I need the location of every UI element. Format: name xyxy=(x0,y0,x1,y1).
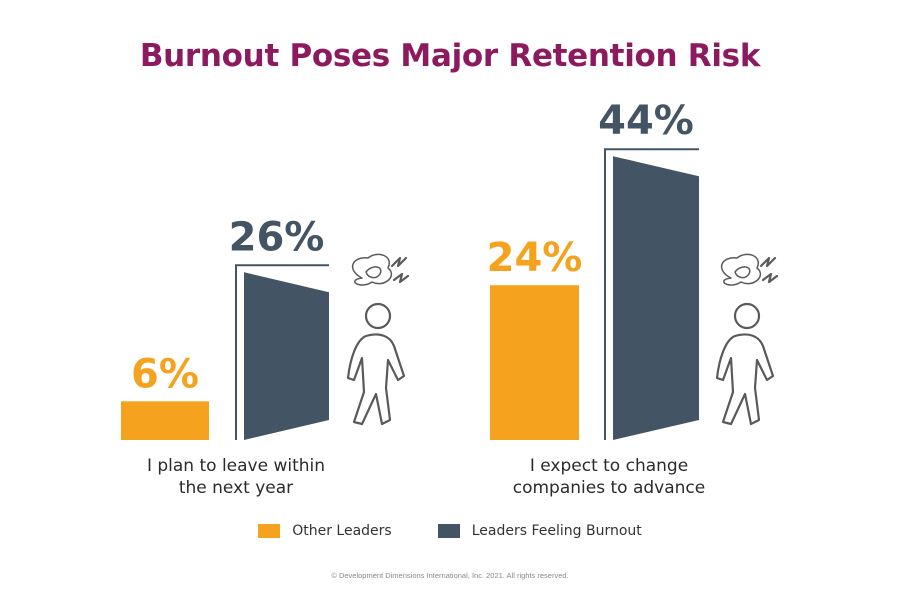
legend-swatch-other-leaders xyxy=(258,524,281,538)
legend-swatch-leaders-burnout xyxy=(437,524,460,538)
bar-other-leaders-2 xyxy=(490,285,579,440)
bar-other-leaders-1 xyxy=(121,401,209,440)
data-label-other-leaders-1: 6% xyxy=(131,351,199,397)
category-label-1-line-1: I plan to leave within xyxy=(146,456,326,476)
category-label-1-line-2: the next year xyxy=(178,478,294,498)
chart-title: Burnout Poses Major Retention Risk xyxy=(139,38,761,74)
bar-leaders-burnout-2 xyxy=(613,156,699,440)
door-frame-1 xyxy=(235,264,329,440)
legend-item-other-leaders: Other Leaders xyxy=(258,523,392,539)
legend-label-other-leaders: Other Leaders xyxy=(292,523,392,539)
legend-label-leaders-burnout: Leaders Feeling Burnout xyxy=(471,523,642,539)
door-frame-2 xyxy=(604,148,699,440)
data-label-leaders-burnout-2: 44% xyxy=(598,98,694,144)
copyright-footer: © Development Dimensions International, … xyxy=(331,571,569,580)
walking-stressed-person-icon xyxy=(346,253,410,426)
bar-leaders-burnout-1 xyxy=(244,272,329,440)
category-label-1: I plan to leave within the next year xyxy=(116,455,356,499)
legend: Other Leaders Leaders Feeling Burnout xyxy=(0,523,900,539)
walking-stressed-person-icon xyxy=(715,253,779,426)
data-label-leaders-burnout-1: 26% xyxy=(229,214,325,260)
legend-item-leaders-burnout: Leaders Feeling Burnout xyxy=(437,523,642,539)
category-label-2-line-2: companies to advance xyxy=(512,478,706,498)
data-label-other-leaders-2: 24% xyxy=(487,235,583,281)
category-label-2: I expect to change companies to advance xyxy=(484,455,734,499)
category-label-2-line-1: I expect to change xyxy=(529,456,689,476)
